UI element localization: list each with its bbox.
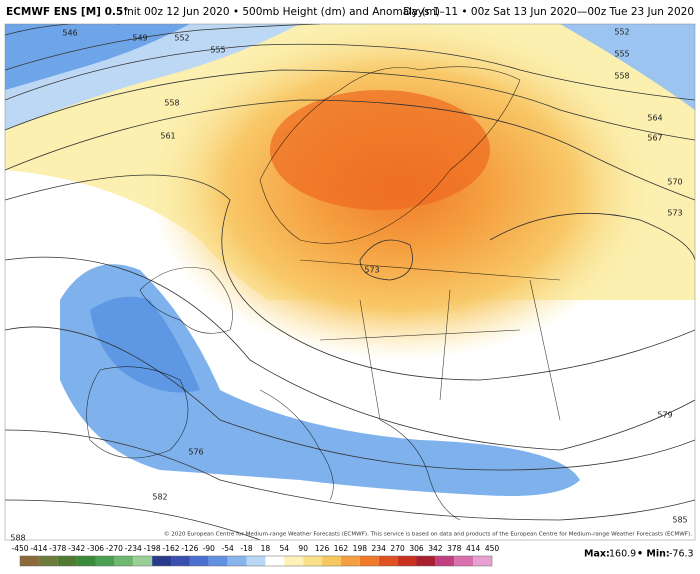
colorbar-segment [284,556,304,566]
colorbar-tick-label: 90 [298,544,308,553]
colorbar-segment [378,556,398,566]
anomaly-negative [5,24,190,90]
colorbar-segment [454,556,474,566]
contour-label: 582 [152,493,167,502]
colorbar-segment [265,556,285,566]
contour-label: 552 [174,34,189,43]
min-value: -76.3 [669,549,694,560]
colorbar-tick-label: 54 [280,544,290,553]
colorbar-segment [95,556,115,566]
contour-label: 558 [614,72,629,81]
colorbar-tick-label: -342 [68,544,85,553]
colorbar-tick-label: 306 [409,544,424,553]
colorbar-tick-label: 234 [372,544,387,553]
colorbar-tick-label: -162 [163,544,180,553]
contour-label: 558 [164,99,179,108]
contour-label: 576 [188,448,203,457]
colorbar-segment [189,556,209,566]
colorbar-frame [19,555,493,567]
colorbar-tick-label: -306 [87,544,104,553]
colorbar-segment [38,556,58,566]
contour-label: 570 [667,178,682,187]
contour-label: 561 [160,132,175,141]
colorbar-tick-label: -450 [11,544,28,553]
colorbar-segment [57,556,77,566]
contour-label: 573 [667,209,682,218]
coastlines [86,66,561,521]
colorbar-segment [76,556,96,566]
valid-range: Days 1–11 • 00z Sat 13 Jun 2020—00z Tue … [403,6,694,18]
colorbar-tick-label: -270 [106,544,123,553]
colorbar-segment [303,556,323,566]
colorbar-tick-label: 18 [261,544,271,553]
colorbar-segment [152,556,172,566]
colorbar-segment [340,556,360,566]
contour-label: 555 [614,50,629,59]
colorbar-segment [20,556,39,566]
colorbar-tick-label: 414 [466,544,481,553]
colorbar-segment [416,556,436,566]
colorbar-tick-label: 162 [334,544,349,553]
colorbar-tick-label: 126 [315,544,330,553]
colorbar-segment [114,556,134,566]
colorbar-tick-label: -378 [49,544,66,553]
copyright: © 2020 European Centre for Medium-range … [164,531,692,538]
title: Init 00z 12 Jun 2020 • 500mb Height (dm)… [124,6,440,18]
anomaly-negative [560,24,695,110]
colorbar-tick-label: -54 [222,544,234,553]
colorbar-segment [322,556,341,566]
contour-label: 588 [10,534,25,543]
anomaly-negative [60,264,580,496]
contour-label: 585 [672,516,687,525]
max-value: 160.9 [609,549,636,560]
colorbar-tick-label: 378 [447,544,462,553]
min-label: • Min: [637,549,670,560]
colorbar-tick-label: -126 [181,544,198,553]
max-label: Max: [584,549,610,560]
colorbar-segment [397,556,417,566]
contour-label: 564 [647,114,662,123]
colorbar-tick-label: 270 [390,544,405,553]
contour-label: 579 [657,411,672,420]
colorbar-tick-label: -414 [30,544,47,553]
colorbar-segment [208,556,228,566]
colorbar-tick-label: 198 [353,544,368,553]
contour-label: 555 [210,46,225,55]
contours [5,24,695,540]
colorbar-segment [171,556,190,566]
contour-label: 573 [364,266,379,275]
colorbar-tick-label: -234 [125,544,142,553]
colorbar-tick-label: -198 [144,544,161,553]
colorbar-segment [435,556,455,566]
contour-label: 546 [62,29,77,38]
colorbar-segment [227,556,247,566]
colorbar-segment [473,556,492,566]
map-frame [4,23,696,541]
colorbar-tick-label: -18 [240,544,252,553]
colorbar-segment [133,556,153,566]
map [5,24,695,540]
anomaly-positive [270,90,490,210]
title-bold: ECMWF ENS [M] 0.5° [6,6,128,18]
colorbar-tick-label: 450 [485,544,500,553]
colorbar-tick-label: -90 [203,544,215,553]
colorbar-segment [359,556,379,566]
contour-label: 567 [647,134,662,143]
contour-label: 549 [132,34,147,43]
colorbar-tick-label: 342 [428,544,443,553]
contour-label: 552 [614,28,629,37]
anomaly-negative [90,296,200,393]
colorbar-segment [246,556,266,566]
